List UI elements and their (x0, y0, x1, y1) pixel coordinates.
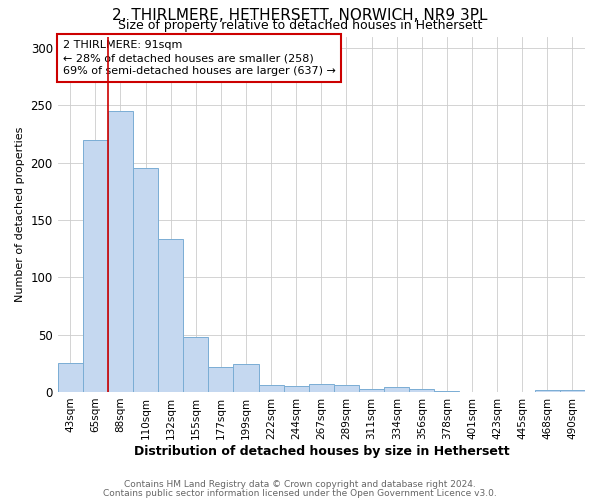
Bar (233, 364, 259, 392)
Bar (284, 386, 309, 392)
X-axis label: Distribution of detached houses by size in Hethersett: Distribution of detached houses by size … (134, 444, 509, 458)
Bar (409, 388, 434, 392)
Bar (58, 364, 83, 392)
Bar (259, 385, 284, 392)
Bar (158, 240, 183, 392)
Text: Contains HM Land Registry data © Crown copyright and database right 2024.: Contains HM Land Registry data © Crown c… (124, 480, 476, 489)
Bar (434, 391, 460, 392)
Text: 2 THIRLMERE: 91sqm
← 28% of detached houses are smaller (258)
69% of semi-detach: 2 THIRLMERE: 91sqm ← 28% of detached hou… (63, 40, 336, 76)
Text: 2, THIRLMERE, HETHERSETT, NORWICH, NR9 3PL: 2, THIRLMERE, HETHERSETT, NORWICH, NR9 3… (112, 8, 488, 22)
Text: Size of property relative to detached houses in Hethersett: Size of property relative to detached ho… (118, 19, 482, 32)
Bar (334, 385, 359, 392)
Bar (208, 366, 233, 392)
Bar (359, 388, 384, 392)
Bar (309, 384, 334, 392)
Bar (535, 390, 560, 392)
Bar (384, 388, 409, 392)
Bar (560, 390, 585, 392)
Bar (183, 337, 208, 392)
Y-axis label: Number of detached properties: Number of detached properties (15, 126, 25, 302)
Bar (133, 168, 158, 392)
Text: Contains public sector information licensed under the Open Government Licence v3: Contains public sector information licen… (103, 489, 497, 498)
Bar (83, 140, 108, 392)
Bar (108, 111, 133, 392)
